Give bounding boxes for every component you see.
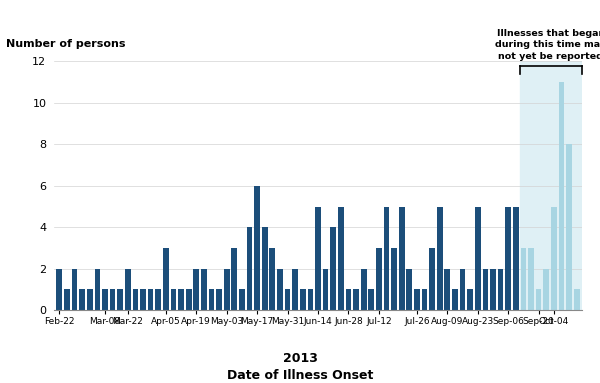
Bar bbox=[285, 290, 290, 310]
Bar bbox=[118, 290, 123, 310]
Bar bbox=[193, 269, 199, 310]
Bar bbox=[87, 290, 92, 310]
Bar bbox=[110, 290, 115, 310]
Bar bbox=[209, 290, 214, 310]
Bar bbox=[71, 269, 77, 310]
Bar bbox=[239, 290, 245, 310]
Bar bbox=[178, 290, 184, 310]
Bar bbox=[505, 206, 511, 310]
Bar bbox=[170, 290, 176, 310]
Bar bbox=[490, 269, 496, 310]
Bar bbox=[551, 206, 557, 310]
Bar bbox=[315, 206, 321, 310]
Bar bbox=[148, 290, 154, 310]
Bar bbox=[262, 227, 268, 310]
Bar bbox=[414, 290, 420, 310]
Bar bbox=[338, 206, 344, 310]
Bar bbox=[482, 269, 488, 310]
Bar bbox=[254, 186, 260, 310]
Bar bbox=[406, 269, 412, 310]
Bar bbox=[224, 269, 230, 310]
Text: Date of Illness Onset: Date of Illness Onset bbox=[227, 369, 373, 382]
Bar bbox=[475, 206, 481, 310]
Bar bbox=[353, 290, 359, 310]
Bar bbox=[559, 82, 565, 310]
Bar bbox=[498, 269, 503, 310]
Bar bbox=[422, 290, 427, 310]
Bar bbox=[232, 248, 237, 310]
Text: Illnesses that began
during this time may
not yet be reported: Illnesses that began during this time ma… bbox=[495, 29, 600, 61]
Bar bbox=[155, 290, 161, 310]
Bar bbox=[391, 248, 397, 310]
Bar bbox=[437, 206, 443, 310]
Bar bbox=[292, 269, 298, 310]
Bar bbox=[201, 269, 207, 310]
Bar bbox=[79, 290, 85, 310]
Bar bbox=[399, 206, 404, 310]
Bar bbox=[528, 248, 534, 310]
Bar bbox=[247, 227, 253, 310]
Text: 2013: 2013 bbox=[283, 352, 317, 365]
Bar bbox=[383, 206, 389, 310]
Bar bbox=[452, 290, 458, 310]
Bar bbox=[331, 227, 336, 310]
Bar bbox=[544, 269, 549, 310]
Bar bbox=[376, 248, 382, 310]
Bar bbox=[536, 290, 541, 310]
Bar bbox=[520, 61, 582, 310]
Bar bbox=[277, 269, 283, 310]
Bar bbox=[467, 290, 473, 310]
Bar bbox=[574, 290, 580, 310]
Bar bbox=[269, 248, 275, 310]
Bar bbox=[300, 290, 305, 310]
Bar bbox=[140, 290, 146, 310]
Bar bbox=[361, 269, 367, 310]
Bar bbox=[216, 290, 222, 310]
Bar bbox=[566, 144, 572, 310]
Bar bbox=[368, 290, 374, 310]
Bar bbox=[186, 290, 191, 310]
Bar bbox=[163, 248, 169, 310]
Text: Number of persons: Number of persons bbox=[7, 39, 126, 49]
Bar bbox=[323, 269, 328, 310]
Bar bbox=[95, 269, 100, 310]
Bar bbox=[56, 269, 62, 310]
Bar bbox=[429, 248, 435, 310]
Bar bbox=[125, 269, 131, 310]
Bar bbox=[308, 290, 313, 310]
Bar bbox=[513, 206, 518, 310]
Bar bbox=[102, 290, 108, 310]
Bar bbox=[521, 248, 526, 310]
Bar bbox=[460, 269, 466, 310]
Bar bbox=[64, 290, 70, 310]
Bar bbox=[445, 269, 450, 310]
Bar bbox=[346, 290, 351, 310]
Bar bbox=[133, 290, 138, 310]
